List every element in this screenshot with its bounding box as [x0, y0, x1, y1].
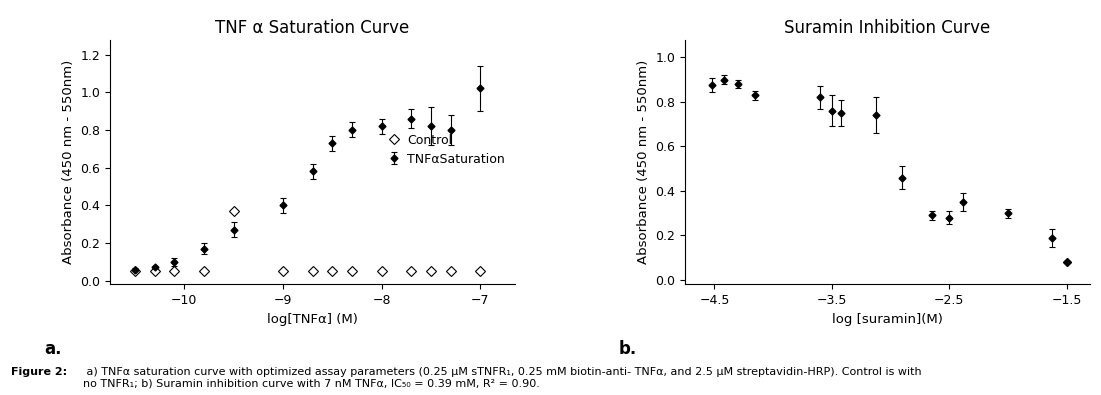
Control — [197, 269, 210, 274]
Control — [375, 269, 389, 274]
Control — [346, 269, 359, 274]
Text: a) TNFα saturation curve with optimized assay parameters (0.25 μM sTNFR₁, 0.25 m: a) TNFα saturation curve with optimized … — [83, 367, 922, 389]
Y-axis label: Absorbance (450 nm - 550nm): Absorbance (450 nm - 550nm) — [62, 60, 75, 264]
Text: b.: b. — [619, 340, 637, 358]
Control — [276, 269, 290, 274]
Title: Suramin Inhibition Curve: Suramin Inhibition Curve — [784, 19, 991, 37]
Control — [148, 269, 161, 274]
Control — [425, 269, 438, 274]
Control — [128, 269, 141, 274]
Y-axis label: Absorbance (450 nm - 550nm): Absorbance (450 nm - 550nm) — [636, 60, 650, 264]
Control — [473, 269, 487, 274]
Control — [306, 269, 319, 274]
Legend: Control, TNFαSaturation: Control, TNFαSaturation — [382, 130, 509, 169]
Control — [326, 269, 339, 274]
Title: TNF α Saturation Curve: TNF α Saturation Curve — [216, 19, 410, 37]
Control — [405, 269, 418, 274]
Text: Figure 2:: Figure 2: — [11, 367, 67, 377]
Control — [167, 269, 181, 274]
X-axis label: log [suramin](M): log [suramin](M) — [832, 313, 942, 326]
X-axis label: log[TNFα] (M): log[TNFα] (M) — [268, 313, 358, 326]
Text: a.: a. — [44, 340, 62, 358]
Control — [444, 269, 457, 274]
Line: Control: Control — [131, 268, 484, 275]
